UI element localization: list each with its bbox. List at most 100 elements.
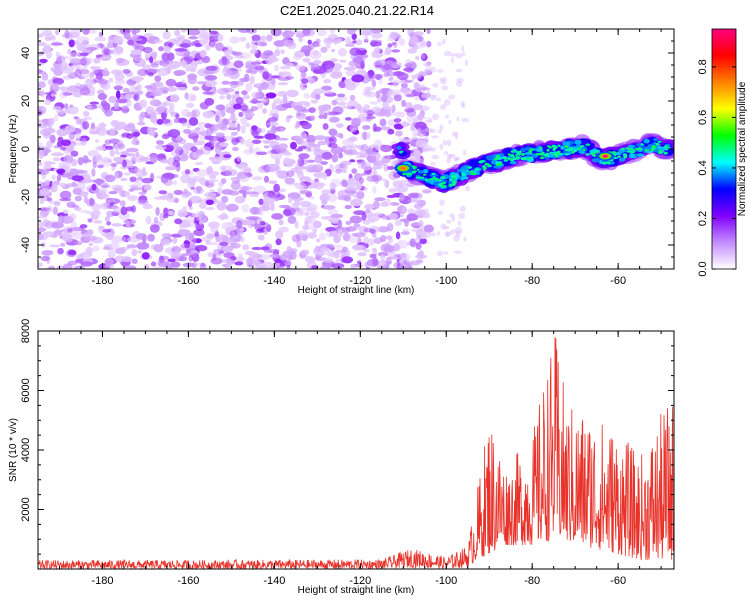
noise-blob [381, 93, 388, 103]
noise-blob [234, 261, 244, 266]
noise-blob [380, 254, 386, 261]
noise-blob [362, 131, 367, 141]
noise-blob [452, 131, 458, 137]
noise-blob [83, 110, 90, 117]
noise-blob [263, 145, 270, 149]
noise-blob [38, 69, 44, 73]
noise-blob [212, 253, 217, 261]
noise-blob [211, 140, 219, 148]
noise-blob [97, 164, 104, 169]
noise-blob [282, 209, 292, 217]
noise-blob [456, 80, 463, 87]
signal-blob [520, 147, 526, 153]
noise-blob [253, 185, 266, 194]
noise-blob [374, 47, 382, 54]
noise-blob [426, 94, 431, 98]
noise-blob [241, 203, 250, 213]
noise-blob [237, 253, 244, 261]
noise-blob [313, 145, 321, 153]
signal-blob [543, 153, 549, 157]
noise-blob [237, 164, 248, 171]
noise-blob [177, 229, 191, 237]
noise-blob [465, 185, 470, 192]
noise-blob [381, 108, 395, 117]
noise-blob [172, 237, 178, 244]
noise-blob [444, 231, 451, 237]
signal-blob [462, 176, 469, 180]
noise-blob [278, 219, 284, 226]
noise-blob [163, 65, 171, 71]
noise-blob [69, 52, 78, 58]
noise-blob [88, 57, 93, 64]
noise-blob [62, 92, 73, 96]
signal-blob [507, 153, 511, 156]
noise-blob [337, 101, 347, 106]
noise-blob [209, 136, 220, 141]
noise-blob [311, 265, 319, 269]
noise-blob [77, 157, 84, 166]
noise-blob [339, 163, 344, 169]
noise-blob [263, 196, 275, 205]
noise-blob [286, 31, 295, 36]
noise-blob [345, 36, 352, 45]
noise-blob [369, 253, 377, 259]
noise-blob [413, 82, 420, 90]
noise-blob [240, 104, 249, 111]
noise-blob [153, 216, 159, 224]
noise-blob [381, 215, 389, 221]
noise-blob [108, 77, 114, 82]
noise-blob [269, 253, 280, 258]
noise-blob [302, 57, 311, 63]
noise-blob [306, 134, 316, 144]
noise-blob [248, 190, 253, 196]
signal-blob [574, 139, 582, 145]
noise-blob [52, 82, 60, 91]
signal-blob [585, 153, 590, 156]
noise-blob [69, 213, 77, 222]
noise-blob [99, 122, 106, 131]
noise-blob [135, 151, 140, 157]
noise-blob [165, 78, 177, 87]
noise-blob [89, 71, 95, 79]
noise-blob [187, 29, 200, 36]
noise-blob [371, 32, 383, 39]
noise-blob [295, 64, 306, 72]
noise-blob [360, 60, 365, 70]
spectrogram-signal [391, 133, 674, 193]
colorbar-tick-label: 0.2 [697, 211, 709, 226]
signal-blob [551, 144, 557, 148]
noise-blob [181, 79, 186, 85]
noise-blob [125, 220, 131, 228]
noise-blob [369, 101, 379, 105]
noise-blob [342, 169, 347, 174]
noise-blob [76, 36, 90, 43]
y-tick-label: 8000 [20, 319, 32, 343]
noise-blob [44, 33, 56, 40]
noise-blob [329, 182, 337, 191]
noise-blob [382, 263, 389, 269]
noise-blob [147, 39, 152, 44]
noise-blob [258, 198, 264, 205]
noise-blob [186, 221, 198, 228]
noise-blob [322, 90, 335, 94]
noise-blob [230, 181, 241, 191]
noise-blob [188, 36, 199, 40]
noise-blob [218, 118, 231, 126]
noise-blob [114, 142, 126, 150]
noise-blob [251, 130, 259, 137]
noise-blob [159, 195, 171, 200]
noise-blob [129, 156, 136, 161]
noise-blob [38, 233, 44, 241]
noise-blob [79, 209, 90, 214]
noise-blob [371, 247, 377, 253]
noise-blob [79, 87, 91, 96]
noise-blob [263, 249, 273, 254]
noise-blob [384, 179, 390, 189]
noise-blob [101, 49, 115, 55]
noise-blob [417, 194, 423, 199]
noise-blob [38, 81, 46, 89]
signal-blob [422, 169, 429, 174]
noise-blob [143, 263, 150, 269]
noise-blob [302, 29, 311, 36]
noise-blob [314, 154, 323, 164]
